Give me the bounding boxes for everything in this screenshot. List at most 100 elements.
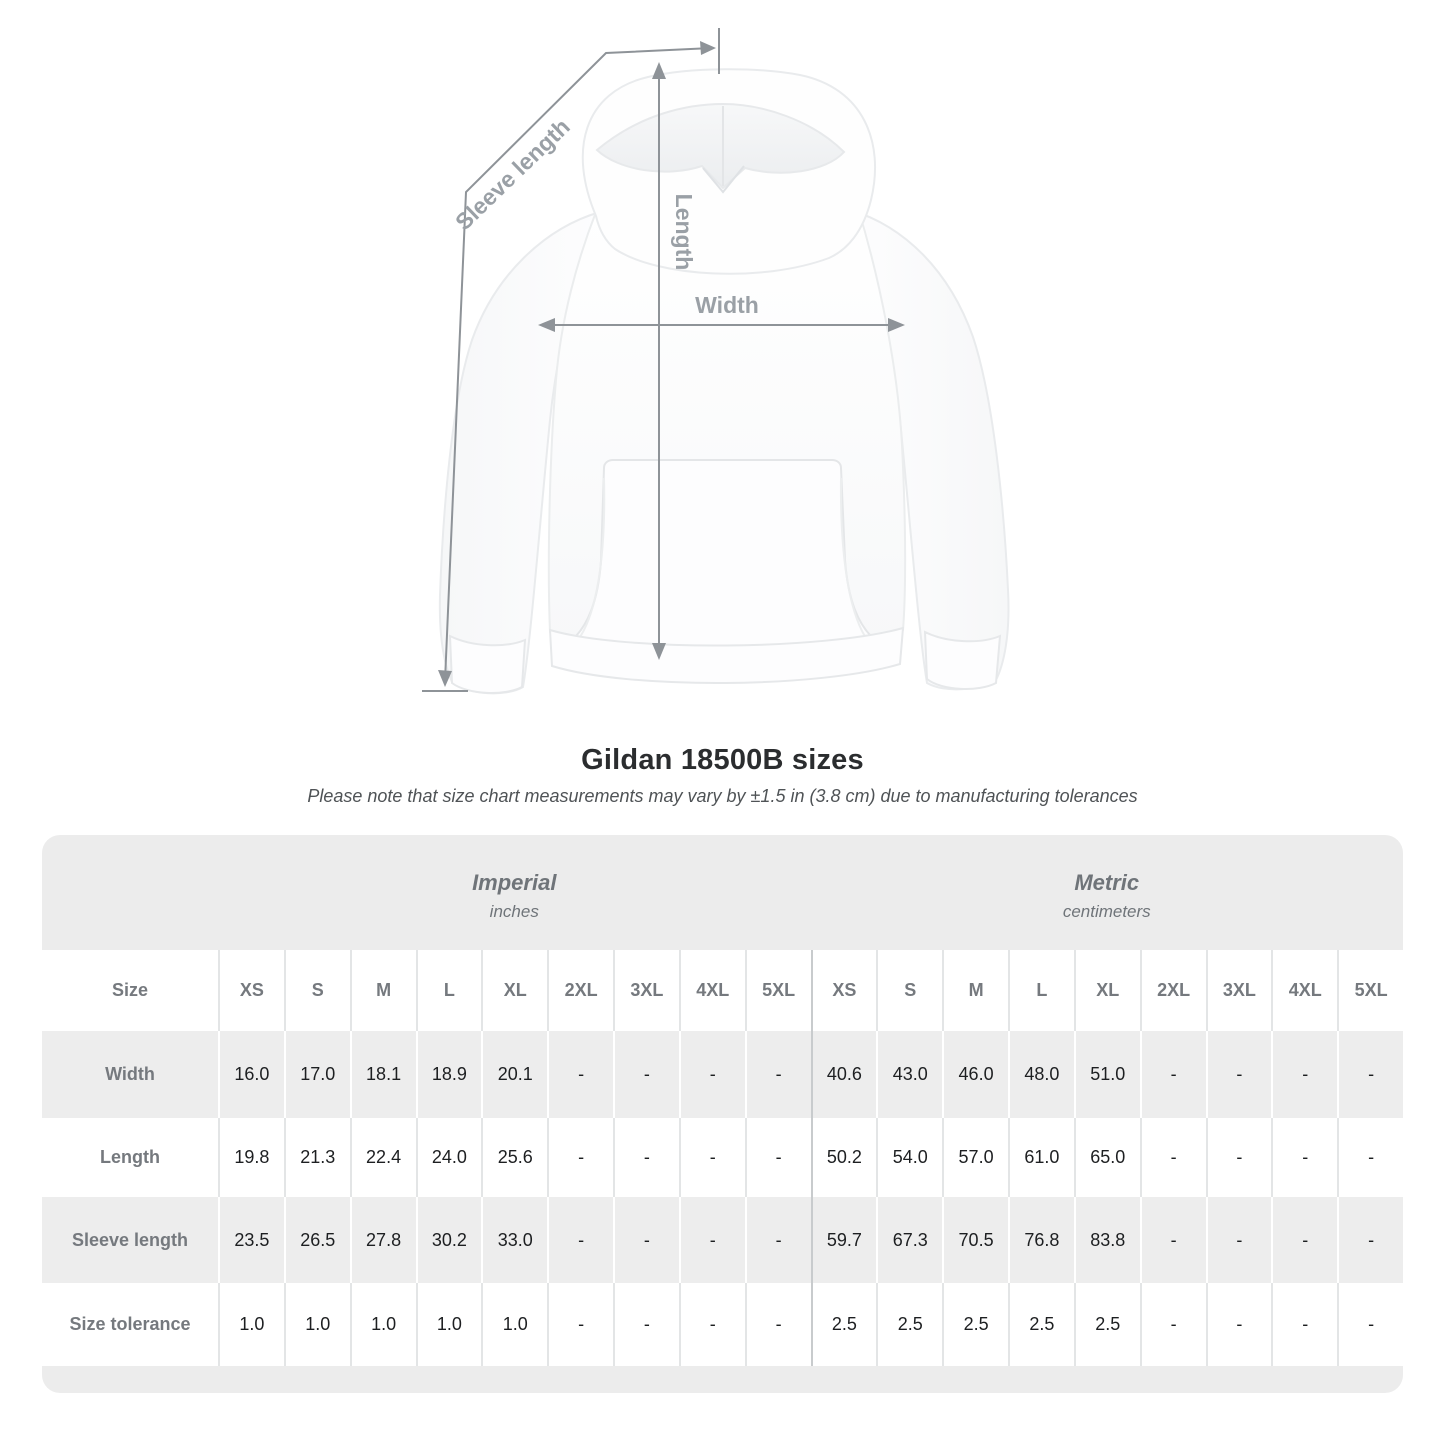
size-col-header-metric-3xl: 3XL	[1205, 950, 1272, 1031]
measurement-cell-imperial-xs: 1.0	[218, 1283, 284, 1366]
measurement-cell-metric-2xl: -	[1139, 1283, 1206, 1366]
size-col-header-imperial-2xl: 2XL	[547, 950, 613, 1031]
measurement-cell-metric-l: 76.8	[1008, 1197, 1074, 1283]
row-label: Size tolerance	[69, 1314, 191, 1334]
measurement-cell-imperial-2xl: -	[547, 1283, 613, 1366]
measurement-cell-metric-xl: 51.0	[1073, 1031, 1140, 1118]
tolerance-note: Please note that size chart measurements…	[307, 786, 1138, 806]
table-row-width: Width 16.0 17.0 18.1 18.9 20.1- - - -40.6 43.0 46.…	[42, 1031, 1403, 1118]
measurement-cell-imperial-4xl: -	[678, 1118, 745, 1197]
unit-group-header-row: Imperial inches Metric centimeters	[42, 835, 1403, 950]
size-col-header-metric-xs: XS	[810, 950, 877, 1031]
measurement-cell-imperial-3xl: -	[613, 1118, 679, 1197]
measurement-cell-metric-xs: 40.6	[810, 1031, 877, 1118]
table-row-sleeve-length: Sleeve length 23.5 26.5 27.8 30.2 33.0- - - -59.…	[42, 1197, 1403, 1283]
size-chart-table: Imperial inches Metric centimeters Size …	[42, 835, 1403, 1393]
measurement-cell-imperial-3xl: -	[613, 1031, 679, 1118]
size-col-header-metric-4xl: 4XL	[1271, 950, 1337, 1031]
table-row-size-tolerance: Size tolerance 1.0 1.0 1.0 1.0 1.0- - - -2.5 2.5 2…	[42, 1283, 1403, 1366]
hoodie-left-cuff	[448, 634, 527, 694]
dimension-arrowheads	[438, 41, 905, 687]
measurement-cell-metric-2xl: -	[1139, 1031, 1206, 1118]
sleeve-length-dimension-line	[444, 47, 713, 682]
row-label: Length	[100, 1147, 160, 1167]
size-col-header-imperial-3xl: 3XL	[613, 950, 679, 1031]
metric-group-header: Metric centimeters	[811, 835, 1404, 950]
measurement-cell-metric-3xl: -	[1205, 1197, 1272, 1283]
size-col-header-metric-s: S	[876, 950, 942, 1031]
measurement-cell-imperial-5xl: -	[744, 1031, 811, 1118]
sleeve-length-label: Sleeve length	[450, 113, 575, 235]
measurement-cell-metric-s: 54.0	[876, 1118, 942, 1197]
measurement-cell-imperial-s: 21.3	[283, 1118, 350, 1197]
measurement-cell-imperial-5xl: -	[744, 1197, 811, 1283]
imperial-unit-label: inches	[489, 901, 539, 921]
metric-group-label: Metric	[1074, 869, 1140, 895]
measurement-cell-metric-l: 2.5	[1008, 1283, 1074, 1366]
measurement-cell-imperial-4xl: -	[678, 1197, 745, 1283]
measurement-cell-imperial-xl: 20.1	[481, 1031, 547, 1118]
measurement-cell-imperial-m: 18.1	[349, 1031, 416, 1118]
measurement-cell-imperial-s: 26.5	[283, 1197, 350, 1283]
measurement-cell-imperial-m: 27.8	[349, 1197, 416, 1283]
measurement-cell-imperial-xl: 1.0	[481, 1283, 547, 1366]
measurement-cell-imperial-s: 1.0	[283, 1283, 350, 1366]
measurement-cell-imperial-l: 18.9	[415, 1031, 482, 1118]
table-row-length: Length 19.8 21.3 22.4 24.0 25.6- - - -50.2 54.0 57…	[42, 1118, 1403, 1197]
measurement-cell-imperial-xl: 33.0	[481, 1197, 547, 1283]
measurement-cell-metric-m: 57.0	[942, 1118, 1008, 1197]
measurement-cell-metric-5xl: -	[1337, 1118, 1403, 1197]
measurement-cell-metric-5xl: -	[1337, 1283, 1403, 1366]
size-col-header-imperial-l: L	[415, 950, 482, 1031]
measurement-cell-imperial-5xl: -	[744, 1283, 811, 1366]
size-col-header-imperial-m: M	[349, 950, 416, 1031]
measurement-cell-metric-m: 70.5	[942, 1197, 1008, 1283]
table-footer-band	[42, 1366, 1403, 1393]
measurement-cell-imperial-4xl: -	[678, 1031, 745, 1118]
measurement-cell-imperial-s: 17.0	[283, 1031, 350, 1118]
imperial-group-label: Imperial	[472, 869, 557, 895]
measurement-cell-metric-3xl: -	[1205, 1283, 1272, 1366]
hoodie-right-cuff	[923, 630, 1002, 690]
measurement-cell-metric-4xl: -	[1271, 1283, 1337, 1366]
measurement-cell-metric-3xl: -	[1205, 1031, 1272, 1118]
measurement-cell-metric-5xl: -	[1337, 1031, 1403, 1118]
measurement-cell-metric-m: 46.0	[942, 1031, 1008, 1118]
measurement-cell-imperial-l: 30.2	[415, 1197, 482, 1283]
measurement-cell-metric-s: 43.0	[876, 1031, 942, 1118]
measurement-cell-metric-xl: 65.0	[1073, 1118, 1140, 1197]
row-label: Width	[105, 1064, 155, 1084]
measurement-cell-imperial-xl: 25.6	[481, 1118, 547, 1197]
measurement-cell-imperial-m: 22.4	[349, 1118, 416, 1197]
imperial-group-header: Imperial inches	[218, 835, 811, 950]
measurement-cell-metric-s: 2.5	[876, 1283, 942, 1366]
measurement-cell-metric-l: 61.0	[1008, 1118, 1074, 1197]
measurement-cell-metric-m: 2.5	[942, 1283, 1008, 1366]
measurement-cell-imperial-xs: 23.5	[218, 1197, 284, 1283]
measurement-cell-metric-2xl: -	[1139, 1118, 1206, 1197]
measurement-cell-imperial-4xl: -	[678, 1283, 745, 1366]
width-label: Width	[695, 292, 759, 318]
measurement-cell-metric-2xl: -	[1139, 1197, 1206, 1283]
measurement-cell-imperial-m: 1.0	[349, 1283, 416, 1366]
measurement-cell-imperial-l: 1.0	[415, 1283, 482, 1366]
measurement-cell-metric-l: 48.0	[1008, 1031, 1074, 1118]
measurement-cell-imperial-3xl: -	[613, 1197, 679, 1283]
size-col-header-metric-xl: XL	[1073, 950, 1140, 1031]
hoodie-pocket-seam-right	[839, 477, 869, 642]
measurement-cell-imperial-2xl: -	[547, 1197, 613, 1283]
measurement-cell-imperial-2xl: -	[547, 1031, 613, 1118]
measurement-cell-metric-xs: 50.2	[810, 1118, 877, 1197]
measurement-cell-imperial-l: 24.0	[415, 1118, 482, 1197]
size-col-header-imperial-xs: XS	[218, 950, 284, 1031]
measurement-cell-metric-5xl: -	[1337, 1197, 1403, 1283]
size-col-header-metric-5xl: 5XL	[1337, 950, 1403, 1031]
measurement-cell-metric-xs: 2.5	[810, 1283, 877, 1366]
row-label: Sleeve length	[71, 1229, 189, 1250]
metric-unit-label: centimeters	[1062, 901, 1151, 921]
measurement-cell-metric-s: 67.3	[876, 1197, 942, 1283]
dimension-lines	[422, 28, 899, 692]
size-col-header-metric-m: M	[942, 950, 1008, 1031]
hoodie-pocket-seam-left	[577, 477, 606, 641]
